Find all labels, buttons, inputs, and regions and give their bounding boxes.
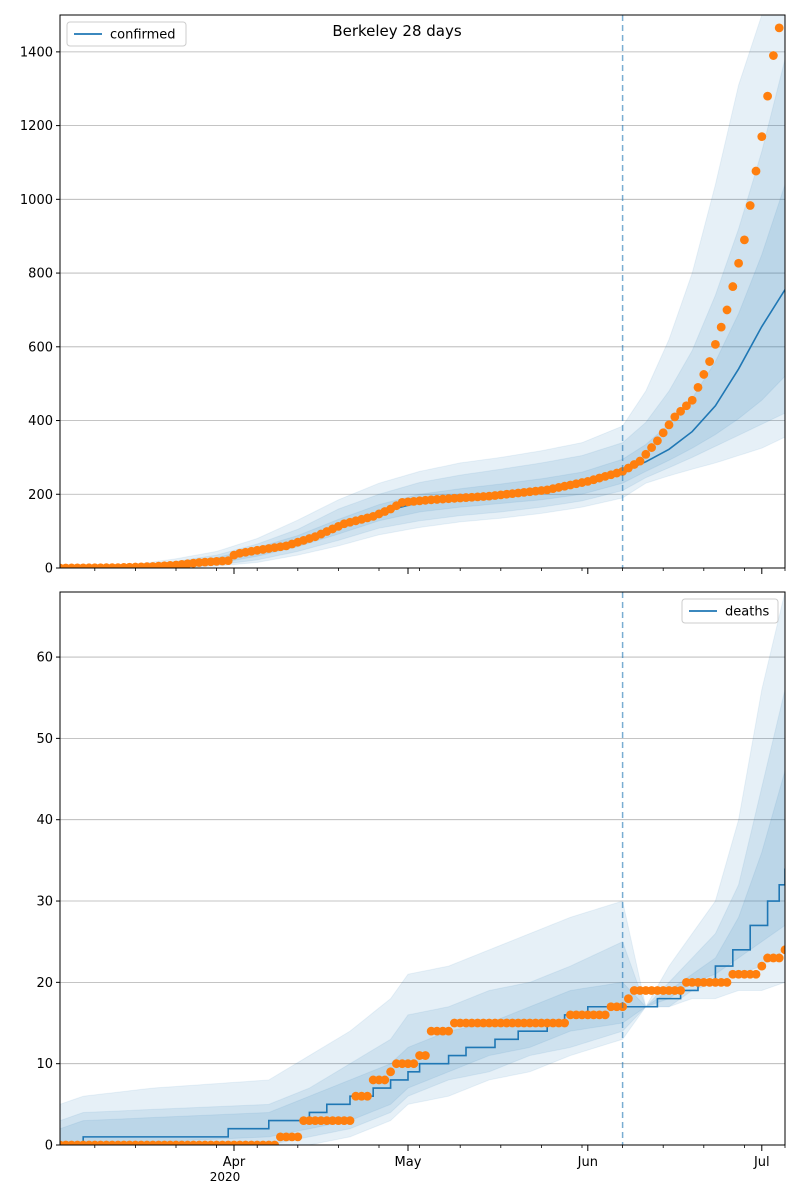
observed-point [774, 953, 784, 963]
observed-point [780, 945, 785, 955]
observed-point [757, 132, 767, 142]
observed-point [711, 339, 720, 349]
deaths-panel: 0 10 20 30 40 50 60 Apr May Jun Jul deaths [36, 591, 786, 1170]
y-tick-label: 40 [36, 813, 53, 828]
observed-point [751, 969, 761, 979]
observed-point [421, 1051, 430, 1060]
observed-point [386, 1067, 395, 1077]
y-tick-label: 0 [45, 562, 53, 577]
observed-point [664, 420, 674, 430]
observed-point [270, 1140, 279, 1145]
x-tick-label: May [395, 1155, 422, 1170]
observed-point [363, 1091, 372, 1101]
observed-point [624, 994, 633, 1004]
uncertainty-band-2 [60, 59, 785, 568]
y-tick-label: 1400 [20, 45, 53, 60]
observed-point [705, 357, 714, 366]
axes-frame [59, 14, 786, 569]
legend: deaths [681, 598, 779, 624]
observed-point [769, 51, 778, 60]
observed-point [380, 1075, 390, 1085]
legend-label: deaths [725, 605, 770, 620]
model-line [60, 868, 785, 1145]
observed-point [774, 23, 784, 33]
observed-point [763, 91, 772, 101]
y-tick-label: 600 [28, 340, 53, 355]
y-tick-label: 0 [45, 1139, 53, 1154]
y-tick-label: 1200 [20, 119, 53, 134]
observed-point [647, 443, 656, 452]
observed-point [670, 412, 680, 422]
confirmed-panel: Berkeley 28 days 0 200 400 600 800 1000 1200 14… [20, 14, 786, 577]
legend-label: confirmed [110, 28, 176, 43]
x-tick-label: Jun [577, 1155, 598, 1170]
observed-point [740, 235, 749, 245]
y-tick-label: 200 [28, 488, 53, 503]
legend: confirmed [66, 21, 187, 47]
y-tick-label: 800 [28, 267, 53, 282]
uncertainty-band-3 [60, 770, 785, 1145]
uncertainty-band-1 [60, 15, 785, 568]
observed-point [751, 166, 761, 176]
observed-point [223, 556, 233, 566]
observed-point [699, 370, 709, 379]
x-axis-labels: 2020 [210, 1170, 241, 1184]
observed-point [658, 428, 668, 438]
x-tick-label: Jul [753, 1155, 770, 1170]
observed-point [687, 395, 697, 405]
observed-point [757, 961, 767, 971]
axes-frame [59, 591, 786, 1146]
observed-point [693, 382, 703, 392]
observed-point [444, 1026, 453, 1036]
observed-point [560, 1018, 569, 1028]
observed-point [676, 406, 685, 416]
observed-point [293, 1132, 303, 1142]
x-tick-label: Apr [223, 1155, 246, 1170]
observed-point [745, 201, 755, 210]
y-tick-label: 60 [36, 651, 53, 666]
y-tick-label: 30 [36, 895, 53, 910]
observed-point [682, 401, 691, 411]
observed-point [722, 305, 732, 315]
observed-point [641, 449, 651, 459]
y-tick-label: 50 [36, 732, 53, 747]
observed-point [722, 977, 732, 987]
observed-point [345, 1116, 355, 1126]
y-tick-label: 10 [36, 1057, 53, 1072]
observed-point [716, 322, 726, 332]
observed-point [600, 1010, 610, 1020]
y-tick-label: 400 [28, 414, 53, 429]
chart-title: Berkeley 28 days [332, 22, 462, 40]
observed-point [734, 258, 743, 268]
uncertainty-band-3 [60, 184, 785, 568]
observed-point [635, 456, 645, 466]
observed-point [653, 436, 662, 446]
observed-point [409, 1059, 419, 1069]
observed-point [676, 986, 685, 995]
observed-point [728, 282, 738, 291]
y-tick-label: 20 [36, 976, 53, 991]
y-tick-label: 1000 [20, 193, 53, 208]
x-axis-year-label: 2020 [210, 1170, 241, 1184]
